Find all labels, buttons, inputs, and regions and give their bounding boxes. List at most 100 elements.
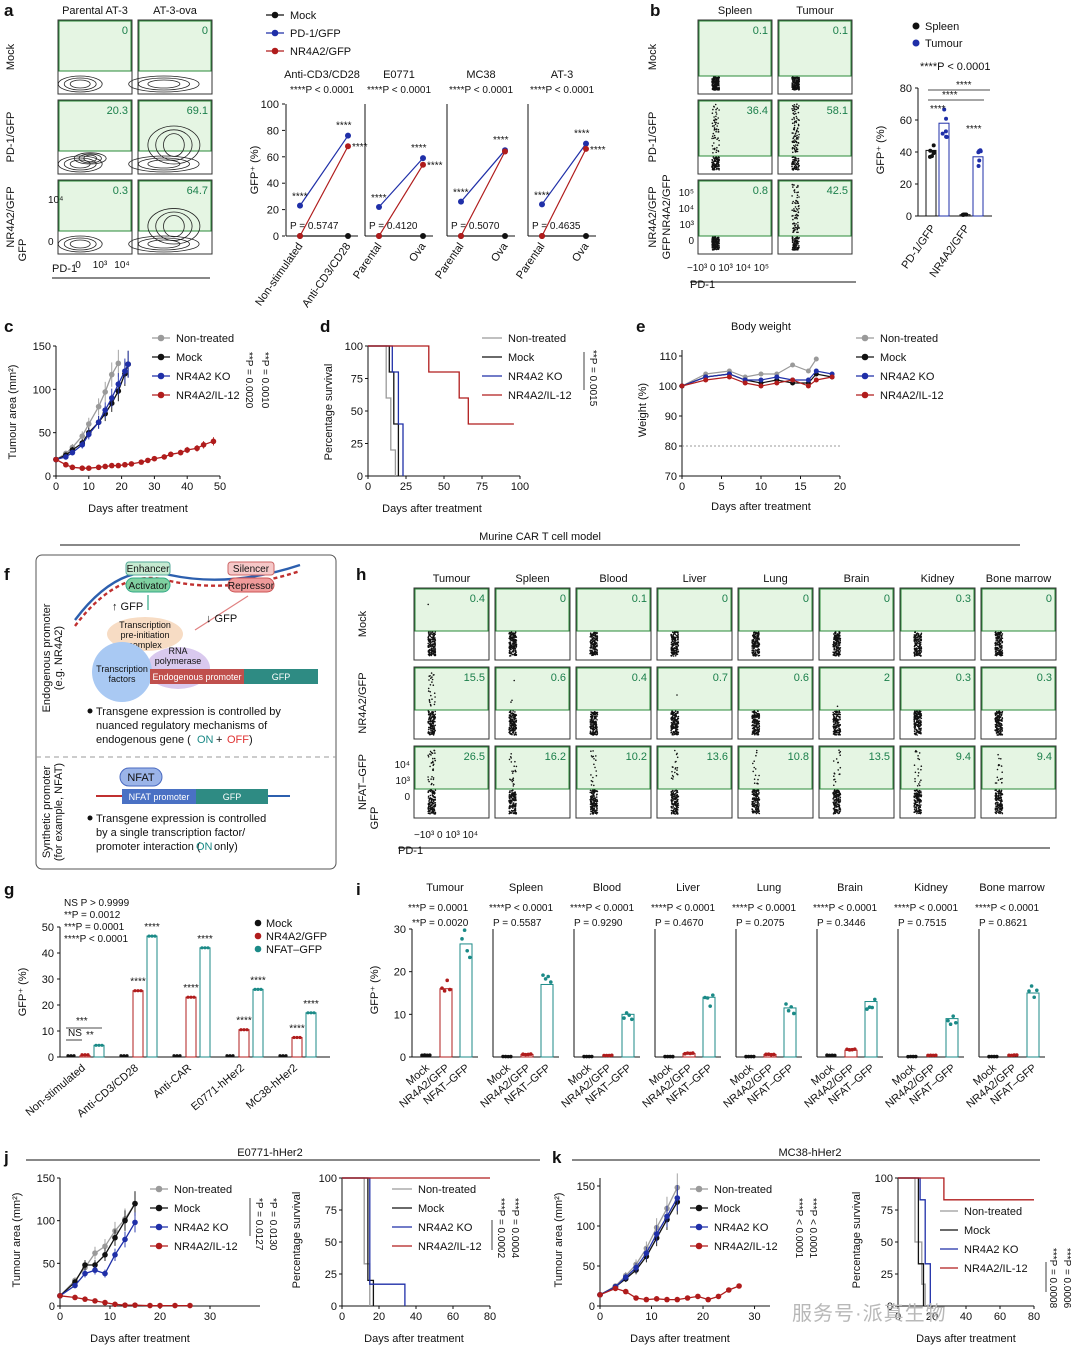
panel-h-column-label: Kidney (921, 573, 955, 585)
panel-a-row-label: Mock (5, 43, 17, 70)
panel-e-nontreated-point (790, 362, 796, 368)
panel-b-event-dot (796, 239, 798, 242)
panel-h-event-dot (916, 638, 918, 641)
panel-f-on-text: ON (197, 734, 214, 746)
panel-b-event-dot (796, 196, 798, 199)
panel-h-event-dot (591, 719, 593, 721)
panel-c-il12-point (184, 447, 190, 453)
panel-h-event-dot (434, 701, 436, 703)
panel-h-event-dot (513, 679, 515, 682)
panel-b-event-dot (795, 202, 797, 205)
panel-h-event-dot (1000, 719, 1002, 722)
panel-h-event-dot (839, 650, 842, 652)
panel-h-event-dot (594, 724, 597, 727)
panel-h-event-dot (833, 635, 836, 637)
panel-h-event-dot (590, 711, 592, 713)
panel-a-x-axis-label: PD-1 (52, 263, 77, 275)
significance-stars: **** (493, 135, 509, 146)
panel-h-event-dot (677, 720, 679, 722)
panel-b-event-dot (716, 238, 718, 240)
panel-h-event-dot (432, 634, 434, 636)
panel-d-il12-step (368, 345, 514, 425)
panel-c-ko-point (125, 361, 131, 368)
panel-h-event-dot (429, 701, 431, 704)
panel-h-event-dot (589, 632, 592, 634)
panel-h-event-dot (509, 731, 511, 734)
panel-h-event-dot (916, 648, 918, 650)
panel-h-event-dot (429, 802, 431, 804)
panel-h-event-dot (918, 652, 921, 655)
panel-a-gate (58, 180, 132, 232)
panel-b-event-dot (717, 137, 719, 139)
panel-b-event-dot (717, 243, 719, 246)
panel-a-chart-group-title: E0771 (383, 69, 415, 81)
panel-h-event-dot (515, 724, 517, 727)
panel-h-event-dot (833, 732, 835, 735)
panel-h-event-dot (514, 715, 516, 718)
transcription-factors-shape (92, 642, 152, 702)
panel-b-event-dot (792, 128, 795, 130)
panel-letter-j: j (3, 1148, 9, 1167)
panel-h-event-dot (590, 755, 593, 757)
panel-h-event-dot (995, 717, 998, 720)
panel-h-event-dot (753, 712, 756, 714)
panel-h-gate-percent: 15.5 (464, 672, 485, 684)
panel-h-event-dot (433, 651, 435, 653)
panel-b-gate-percent: 42.5 (827, 185, 848, 197)
panel-h-gate-percent: 0 (884, 593, 890, 605)
panel-h-event-dot (595, 721, 598, 723)
panel-a-contour (128, 155, 200, 173)
panel-h-event-dot (428, 710, 430, 713)
panel-a-gate (138, 20, 212, 72)
panel-b-event-dot (712, 241, 714, 243)
panel-h-event-dot (833, 651, 836, 654)
panel-a-column-label: Parental AT-3 (62, 5, 128, 17)
panel-b-event-dot (715, 78, 717, 80)
panel-h-event-dot (427, 808, 430, 810)
panel-a-contour (163, 215, 185, 238)
activator-label: Activator (129, 581, 169, 592)
panel-h-event-dot (512, 634, 514, 636)
panel-h-event-dot (834, 722, 837, 725)
panel-h-event-dot (592, 794, 594, 797)
panel-h-event-dot (430, 800, 433, 803)
panel-b-event-dot (793, 228, 795, 230)
panel-b-event-dot (797, 225, 799, 228)
panel-h-event-dot (754, 635, 756, 638)
pd1-series-line (299, 135, 349, 206)
panel-h-gate (576, 588, 651, 632)
panel-a-chart-category-label: Parental (514, 241, 547, 281)
panel-f-bullet-text: nuanced regulatory mechanisms of (96, 720, 268, 732)
panel-h-event-dot (758, 643, 761, 645)
panel-h-event-dot (513, 802, 515, 804)
panel-b-event-dot (794, 240, 797, 243)
panel-b-event-dot (713, 125, 715, 127)
panel-h-event-dot (589, 803, 592, 805)
legend-label: NR4A2 KO (508, 371, 563, 383)
nr4a2-point (458, 233, 464, 239)
panel-b-event-dot (715, 115, 717, 118)
panel-h-row-label: Mock (357, 610, 369, 637)
panel-h-event-dot (592, 648, 594, 650)
panel-h-event-dot (1001, 633, 1004, 635)
panel-b-event-dot (795, 105, 797, 108)
panel-h-event-dot (595, 800, 598, 803)
panel-b-event-dot (715, 89, 717, 91)
panel-h-event-dot (672, 637, 674, 640)
panel-h-event-dot (591, 805, 593, 807)
panel-b-event-dot (717, 81, 720, 83)
panel-h-event-dot (429, 765, 431, 768)
panel-h-event-dot (839, 647, 842, 649)
panel-e-il12-point (679, 383, 685, 389)
panel-h-event-dot (1001, 729, 1003, 732)
x-tick-label: 50 (214, 481, 226, 493)
panel-b-event-dot (795, 115, 798, 118)
panel-h-event-dot (590, 802, 593, 804)
panel-h-event-dot (753, 722, 756, 724)
panel-b-event-dot (715, 113, 718, 115)
panel-h-event-dot (429, 640, 431, 643)
panel-h-event-dot (432, 723, 435, 725)
panel-h-event-dot (595, 796, 598, 798)
panel-b-event-dot (717, 248, 720, 250)
panel-h-event-dot (753, 631, 755, 634)
